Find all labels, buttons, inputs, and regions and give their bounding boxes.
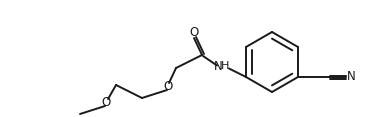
Text: O: O <box>163 80 172 93</box>
Text: O: O <box>189 26 199 38</box>
Text: N: N <box>214 60 222 73</box>
Text: H: H <box>221 61 229 71</box>
Text: N: N <box>347 71 356 84</box>
Text: O: O <box>102 97 111 110</box>
